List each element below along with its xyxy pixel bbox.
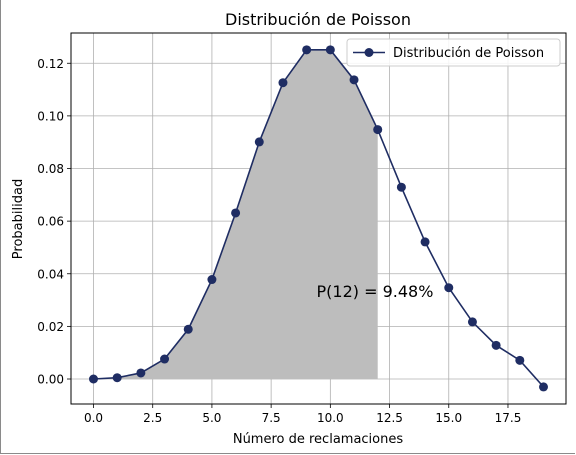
y-tick-label: 0.02 [37, 320, 64, 334]
data-point [491, 340, 501, 350]
data-point [207, 275, 217, 285]
y-tick-label: 0.00 [37, 373, 64, 387]
data-point [420, 237, 430, 247]
data-point [396, 182, 406, 192]
series-line [93, 49, 545, 388]
x-tick-label: 17.5 [495, 411, 522, 425]
series-layer [89, 45, 548, 392]
data-point [136, 368, 146, 378]
data-point [539, 382, 548, 392]
y-tick-label: 0.06 [37, 215, 64, 229]
probability-annotation: P(12) = 9.48% [317, 282, 434, 301]
data-point [325, 45, 335, 55]
data-point [278, 78, 288, 88]
data-point [89, 374, 98, 384]
x-tick-label: 15.0 [435, 411, 462, 425]
y-tick-label: 0.08 [37, 162, 64, 176]
data-point [444, 283, 454, 293]
data-point [112, 373, 122, 383]
legend-box [346, 38, 561, 67]
data-point [160, 354, 170, 364]
legend-marker-swatch [364, 48, 374, 57]
data-point [302, 45, 312, 55]
y-tick-label: 0.10 [37, 109, 64, 123]
axis-ticks: 0.0 2.5 5.0 7.5 10.0 12.5 15.0 17.5 0.00 0.02 0.04… [37, 57, 521, 425]
data-point [515, 355, 525, 365]
x-tick-label: 2.5 [143, 411, 162, 425]
data-point [373, 125, 383, 135]
x-tick-label: 0.0 [84, 411, 103, 425]
y-axis-label: Probabilidad [11, 179, 26, 259]
y-tick-label: 0.12 [37, 57, 64, 71]
chart-title: Distribución de Poisson [225, 10, 411, 29]
plot-area-border [70, 32, 567, 405]
legend-label: Distribución de Poisson [393, 46, 544, 61]
y-tick-label: 0.04 [37, 267, 64, 281]
x-tick-label: 7.5 [262, 411, 281, 425]
x-tick-label: 12.5 [376, 411, 403, 425]
legend: Distribución de Poisson [346, 38, 561, 67]
data-point [349, 75, 359, 85]
x-axis-label: Número de reclamaciones [233, 432, 404, 447]
data-point [467, 317, 477, 327]
x-tick-label: 10.0 [317, 411, 344, 425]
x-tick-label: 5.0 [202, 411, 221, 425]
data-point [183, 324, 193, 334]
data-point [254, 137, 264, 147]
data-point [231, 208, 241, 218]
